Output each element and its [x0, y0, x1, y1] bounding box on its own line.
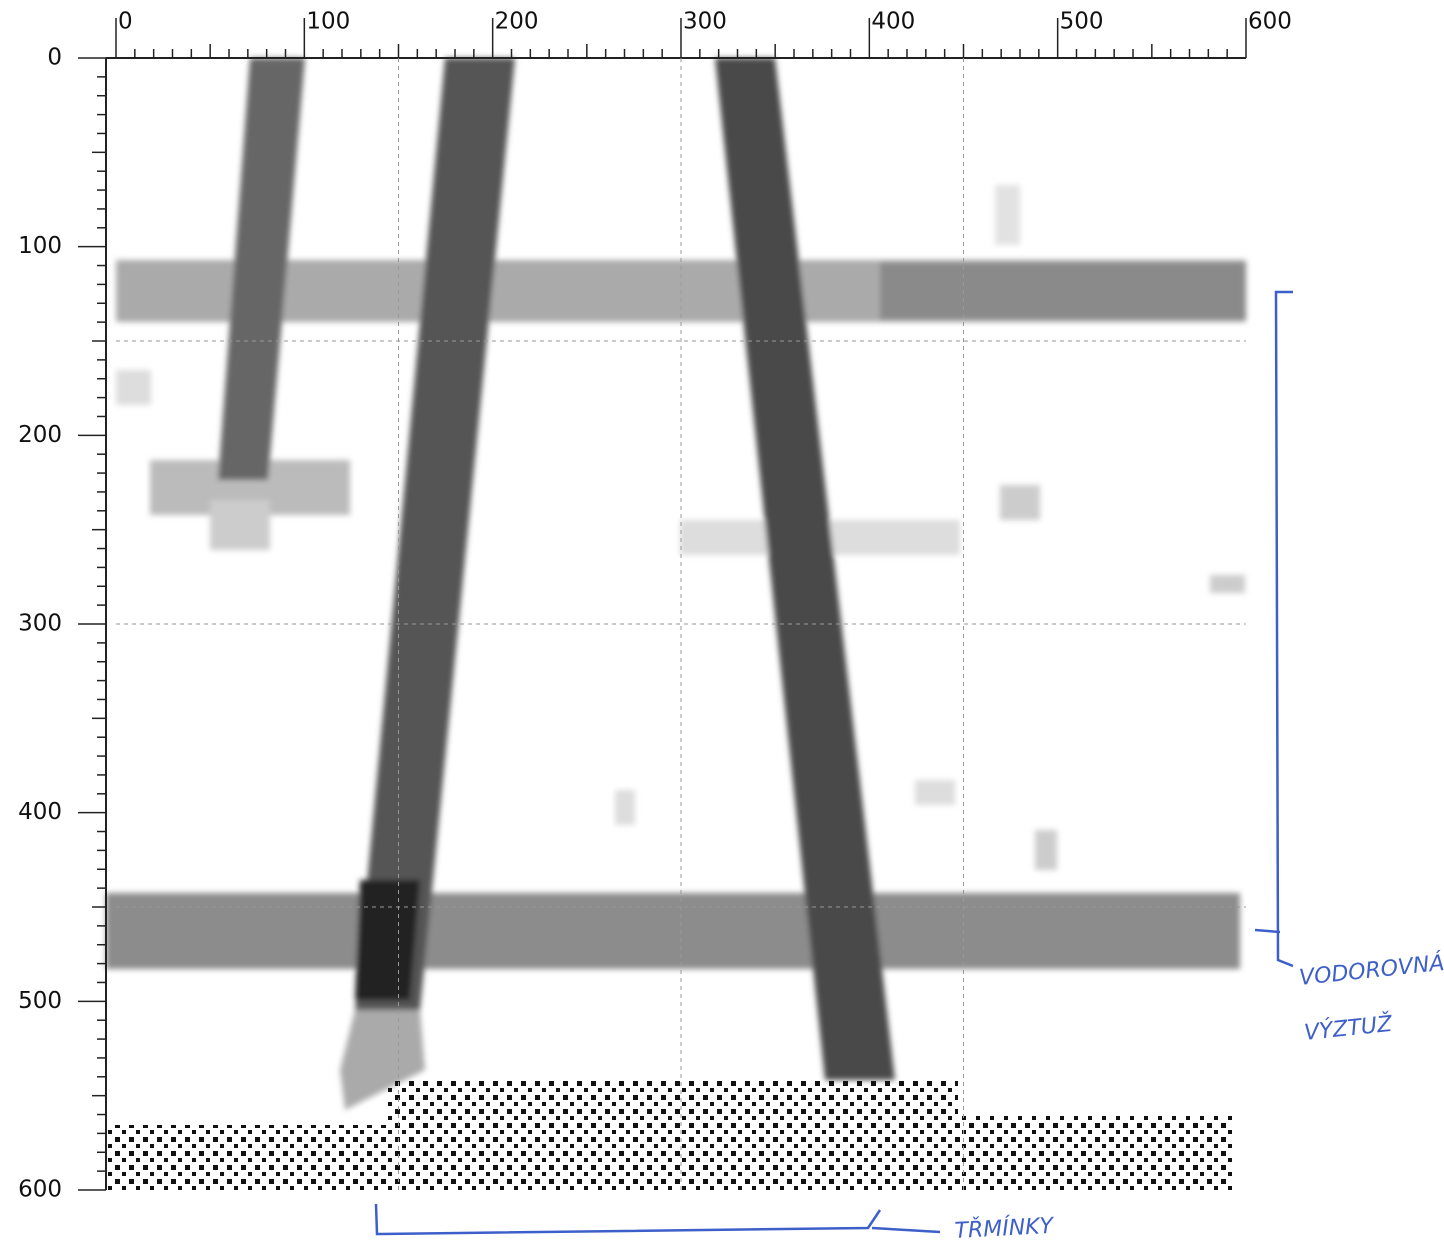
x-tick-label: 600	[1248, 9, 1292, 35]
y-tick-label: 300	[18, 611, 62, 637]
x-tick-label: 400	[871, 9, 915, 35]
y-tick-label: 600	[18, 1177, 62, 1203]
dot-pattern	[106, 1078, 1232, 1190]
y-tick-label: 200	[18, 422, 62, 448]
y-tick-label: 100	[18, 233, 62, 259]
annotation-text: VÝZTUŽ	[1303, 1011, 1394, 1046]
x-tick-label: 300	[683, 9, 727, 35]
annotation	[374, 290, 1294, 1236]
annotation-text: VODOROVNÁ	[1298, 950, 1444, 991]
raster-image	[106, 58, 1246, 1110]
x-tick-label: 500	[1060, 9, 1104, 35]
x-tick-label: 0	[118, 9, 133, 35]
axes: 0 100 200 300 400 500 600 0 100 200 300 400 500 600	[18, 9, 1292, 1203]
y-tick-label: 400	[18, 799, 62, 825]
annotation-text: TŘMÍNKY	[954, 1213, 1055, 1244]
y-tick-label: 0	[47, 45, 62, 71]
x-tick-label: 100	[306, 9, 350, 35]
x-tick-label: 200	[495, 9, 539, 35]
y-tick-label: 500	[18, 988, 62, 1014]
